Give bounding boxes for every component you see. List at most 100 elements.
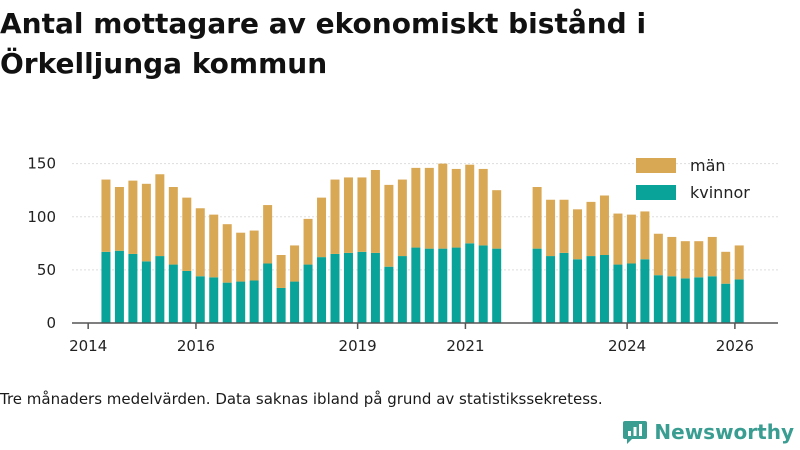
brand-name: Newsworthy [654,420,794,444]
bar-kvinnor [707,276,717,323]
legend-swatch [636,185,676,200]
bar-man [573,209,583,260]
bar-kvinnor [114,250,124,323]
bar-kvinnor [168,264,178,323]
x-tick-label: 2026 [716,337,754,355]
bar-kvinnor [155,256,165,323]
bar-kvinnor [734,279,744,323]
bar-kvinnor [667,276,677,323]
chart-title: Antal mottagare av ekonomiskt bistånd i … [0,7,647,80]
bar-man [101,179,111,252]
bar-man [397,179,407,257]
y-tick-label: 50 [37,261,56,279]
bar-man [182,197,192,271]
bar-kvinnor [559,252,569,323]
y-tick-label: 150 [27,155,56,173]
bar-kvinnor [384,266,394,323]
bar-kvinnor [195,276,205,323]
bar-man [532,187,542,249]
bar-kvinnor [613,264,623,323]
bar-man [357,177,367,252]
bar-man [707,236,717,277]
bar-man [694,241,704,278]
bar-kvinnor [424,248,434,323]
bar-man [734,245,744,280]
bar-man [128,180,138,254]
chart-caption: Tre månaders medelvärden. Data saknas ib… [0,390,603,408]
bar-man [546,199,556,257]
x-tick-label: 2019 [339,337,377,355]
bar-kvinnor [640,259,650,323]
bar-kvinnor [573,259,583,323]
bar-kvinnor [141,261,151,323]
bar-kvinnor [357,251,367,323]
bar-man [384,184,394,267]
bars-layer [101,163,744,323]
bar-kvinnor [492,248,502,323]
bar-man [114,187,124,251]
bar-man [290,245,300,282]
bar-kvinnor [721,283,731,323]
bar-man [411,167,421,248]
bar-man [222,224,232,283]
bar-man [249,230,259,281]
newsworthy-logo-icon [623,421,648,444]
bar-kvinnor [317,257,327,323]
bar-kvinnor [370,252,380,323]
bar-man [721,251,731,284]
bar-man [209,214,219,278]
bar-man [438,163,448,249]
legend-label: män [690,156,726,175]
bar-kvinnor [478,245,488,323]
chart: 0 50 100 150 2014 2016 2019 2021 2024 2026 män kvi… [27,155,778,355]
bar-kvinnor [465,243,475,323]
bar-man [276,255,286,288]
bar-kvinnor [411,247,421,323]
bar-kvinnor [330,253,340,323]
bar-man [667,236,677,277]
bar-kvinnor [343,252,353,323]
bar-kvinnor [626,263,636,323]
bar-kvinnor [236,281,246,323]
bar-man [599,195,609,255]
bar-kvinnor [276,287,286,323]
bar-kvinnor [653,275,663,323]
bar-kvinnor [182,270,192,323]
bar-man [451,168,461,248]
bar-man [317,197,327,258]
bar-kvinnor [249,280,259,323]
bar-man [613,213,623,265]
x-tick-label: 2021 [446,337,484,355]
bar-kvinnor [128,253,138,323]
bar-man [168,187,178,265]
bar-kvinnor [290,281,300,323]
bar-man [330,179,340,254]
bar-man [424,167,434,249]
bar-man [195,208,205,277]
bar-kvinnor [303,264,313,323]
x-tick-label: 2014 [69,337,107,355]
bar-kvinnor [438,248,448,323]
bar-man [478,168,488,246]
bar-man [640,211,650,260]
bar-kvinnor [397,256,407,323]
bar-man [155,174,165,257]
y-tick-label: 100 [27,208,56,226]
legend: män kvinnor [636,156,750,202]
bar-kvinnor [532,248,542,323]
brand-logo: Newsworthy [622,419,794,445]
bar-kvinnor [694,277,704,323]
bar-man [586,201,596,257]
bar-man [653,233,663,276]
legend-swatch [636,158,676,173]
bar-man [303,218,313,265]
bar-kvinnor [209,277,219,323]
bar-kvinnor [546,256,556,323]
bar-kvinnor [101,251,111,323]
bar-man [141,183,151,262]
bar-kvinnor [680,278,690,323]
bar-kvinnor [451,247,461,323]
y-tick-label: 0 [46,314,56,332]
bar-kvinnor [222,282,232,323]
axis-layer: 0 50 100 150 2014 2016 2019 2021 2024 2026 [27,155,778,355]
